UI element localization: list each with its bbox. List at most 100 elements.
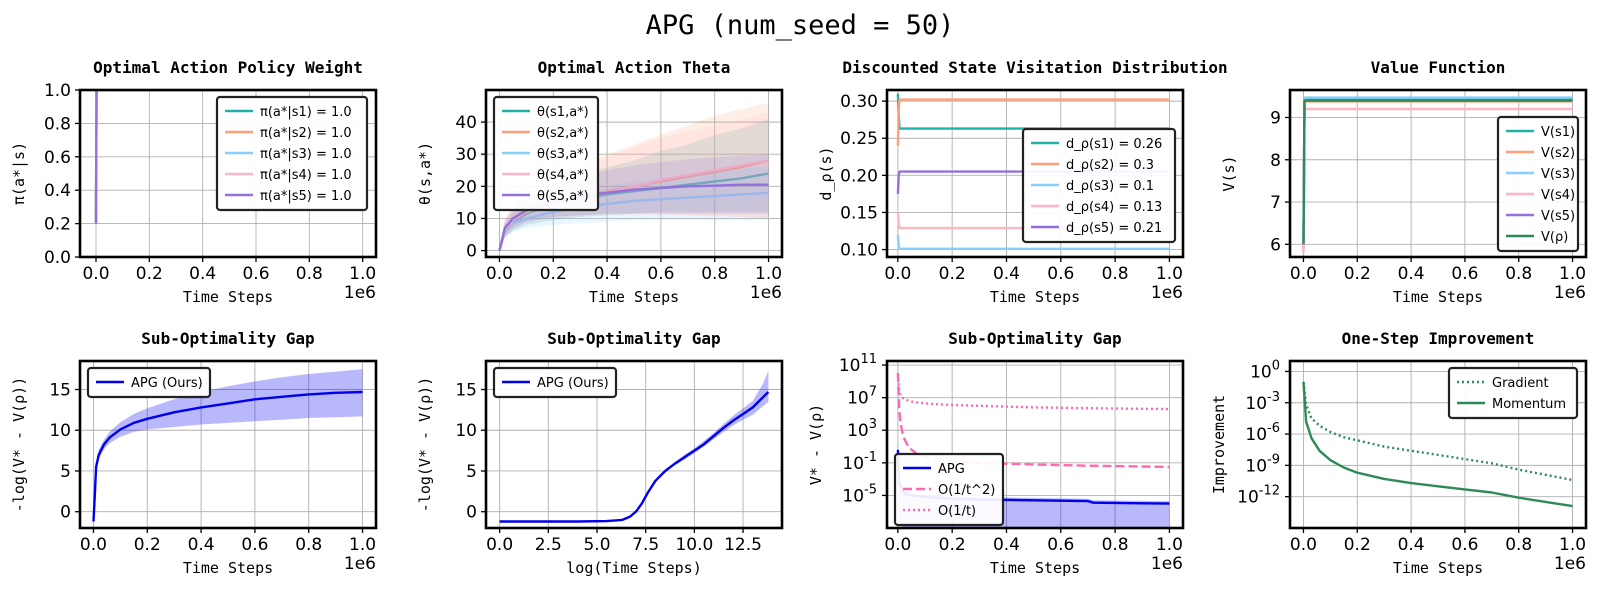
- series-line: [1302, 381, 1573, 482]
- y-tick-exponent: -1: [864, 450, 877, 465]
- y-axis-label: V* - V(ρ): [807, 404, 825, 485]
- panel-title: Optimal Action Theta: [538, 58, 731, 77]
- x-tick-label: 0.2: [136, 264, 163, 284]
- x-tick-label: 0.6: [1047, 535, 1074, 555]
- y-tick-label: 100: [1250, 358, 1280, 382]
- series-line: [1302, 381, 1573, 508]
- x-tick-label: 0.4: [1398, 264, 1425, 284]
- legend-label: π(a*|s3) = 1.0: [260, 147, 352, 162]
- legend-label: θ(s5,a*): [537, 189, 589, 204]
- figure-suptitle: APG (num_seed = 50): [646, 10, 955, 41]
- legend-label: V(s2): [1541, 146, 1575, 161]
- x-tick-label: 0.0: [884, 264, 911, 284]
- legend-label: θ(s4,a*): [537, 168, 589, 183]
- x-axis-label: log(Time Steps): [566, 559, 701, 577]
- series-line: [498, 183, 769, 251]
- legend-label: d_ρ(s3) = 0.1: [1066, 179, 1154, 194]
- x-axis-label: Time Steps: [990, 288, 1080, 306]
- x-offset-label: 1e6: [344, 283, 376, 303]
- x-tick-label: 0.6: [242, 264, 269, 284]
- axes-frame: [78, 359, 378, 530]
- y-tick-label: 0.30: [840, 92, 878, 112]
- y-tick-label: 20: [455, 177, 477, 197]
- y-tick-label: 9: [1270, 108, 1281, 128]
- x-tick-label: 0.8: [296, 264, 323, 284]
- x-tick-label: 0.0: [884, 535, 911, 555]
- x-tick-label: 0.6: [1451, 264, 1478, 284]
- legend: Gradient Momentum: [1447, 366, 1579, 420]
- legend-label: O(1/t^2): [938, 483, 995, 498]
- legend: APG O(1/t^2) O(1/t): [893, 452, 1005, 527]
- y-tick-label: 0.8: [44, 114, 71, 134]
- x-tick-label: 1.0: [349, 535, 376, 555]
- y-tick-exponent: -9: [1267, 452, 1280, 467]
- x-tick-label: 1.0: [1559, 264, 1586, 284]
- subplot-grid: Optimal Action Policy Weight 0.0 0.2 0.4 0.6…: [10, 58, 1588, 577]
- x-tick-label: 1.0: [1559, 535, 1586, 555]
- y-tick-label: 7: [1270, 193, 1281, 213]
- y-tick-exponent: -5: [864, 482, 877, 497]
- y-tick-label: 30: [455, 145, 477, 165]
- confidence-band: [499, 102, 769, 251]
- y-tick-label: 15: [455, 381, 477, 401]
- y-tick-label: 0.20: [840, 166, 878, 186]
- y-tick-exponent: 0: [1272, 358, 1280, 373]
- x-tick-label: 0.0: [82, 264, 109, 284]
- x-tick-label: 0.0: [486, 535, 513, 555]
- x-tick-label: 0.8: [1505, 264, 1532, 284]
- y-tick-label: 0.25: [840, 129, 878, 149]
- x-tick-label: 0.0: [1290, 264, 1317, 284]
- legend-label: V(s4): [1541, 188, 1575, 203]
- y-tick-label: 0: [466, 242, 477, 262]
- panel-title: Sub-Optimality Gap: [948, 329, 1121, 348]
- y-tick-label: 15: [49, 381, 71, 401]
- axes-frame: [885, 88, 1185, 259]
- legend-label: π(a*|s2) = 1.0: [260, 126, 352, 141]
- legend-label: V(ρ): [1541, 230, 1568, 245]
- legend-box: [215, 95, 369, 212]
- legend: θ(s1,a*) θ(s2,a*) θ(s3,a*) θ(s4,a*) θ(s5,a*): [492, 95, 600, 212]
- x-offset-label: 1e6: [344, 554, 376, 574]
- y-tick-label: 5: [466, 462, 477, 482]
- axes-frame: [1288, 359, 1588, 530]
- legend-label: d_ρ(s4) = 0.13: [1066, 200, 1162, 215]
- confidence-band: [499, 167, 769, 251]
- panel-p8: One-Step Improvement 0.0 0.2 0.4 0.6 0.8 1.01e…: [1210, 329, 1588, 577]
- x-axis-label: Time Steps: [990, 559, 1080, 577]
- y-tick-label: 40: [455, 113, 477, 133]
- legend-label: APG: [938, 462, 965, 477]
- series-line: [92, 390, 363, 522]
- plot-area: [499, 370, 770, 523]
- series-line: [896, 234, 1170, 250]
- axes-frame: [484, 359, 784, 530]
- x-offset-label: 1e6: [1554, 554, 1586, 574]
- x-axis-label: Time Steps: [183, 288, 273, 306]
- legend-label: Gradient: [1492, 376, 1549, 391]
- legend: d_ρ(s1) = 0.26 d_ρ(s2) = 0.3 d_ρ(s3) = 0.1…: [1021, 127, 1177, 244]
- y-tick-label: 1.0: [44, 81, 71, 101]
- x-tick-label: 0.6: [1451, 535, 1478, 555]
- x-tick-label: 0.0: [1290, 535, 1317, 555]
- x-tick-label: 0.2: [939, 264, 966, 284]
- x-offset-label: 1e6: [1151, 554, 1183, 574]
- x-tick-label: 0.2: [1344, 535, 1371, 555]
- legend-label: θ(s2,a*): [537, 126, 589, 141]
- y-tick-label: 10-12: [1237, 484, 1280, 508]
- series-line: [499, 391, 770, 523]
- panel-p2: Optimal Action Theta 0.0 0.2 0.4 0.6 0.8 1.01e…: [416, 58, 784, 306]
- legend: π(a*|s1) = 1.0 π(a*|s2) = 1.0 π(a*|s3) = 1…: [215, 95, 369, 212]
- x-offset-label: 1e6: [1151, 283, 1183, 303]
- y-tick-label: 103: [847, 417, 877, 441]
- plot-area: [498, 102, 769, 251]
- axes-frame: [1288, 88, 1588, 259]
- x-tick-label: 1.0: [755, 264, 782, 284]
- y-tick-label: 0: [466, 503, 477, 523]
- series-line: [94, 90, 363, 224]
- plot-area: [1302, 96, 1573, 253]
- legend: V(s1) V(s2) V(s3) V(s4) V(s5) V(ρ): [1496, 115, 1580, 253]
- y-tick-label: 10: [49, 421, 71, 441]
- y-axis-label: -log(V* - V(ρ)): [10, 377, 28, 512]
- confidence-band: [499, 118, 769, 251]
- x-tick-label: 0.2: [939, 535, 966, 555]
